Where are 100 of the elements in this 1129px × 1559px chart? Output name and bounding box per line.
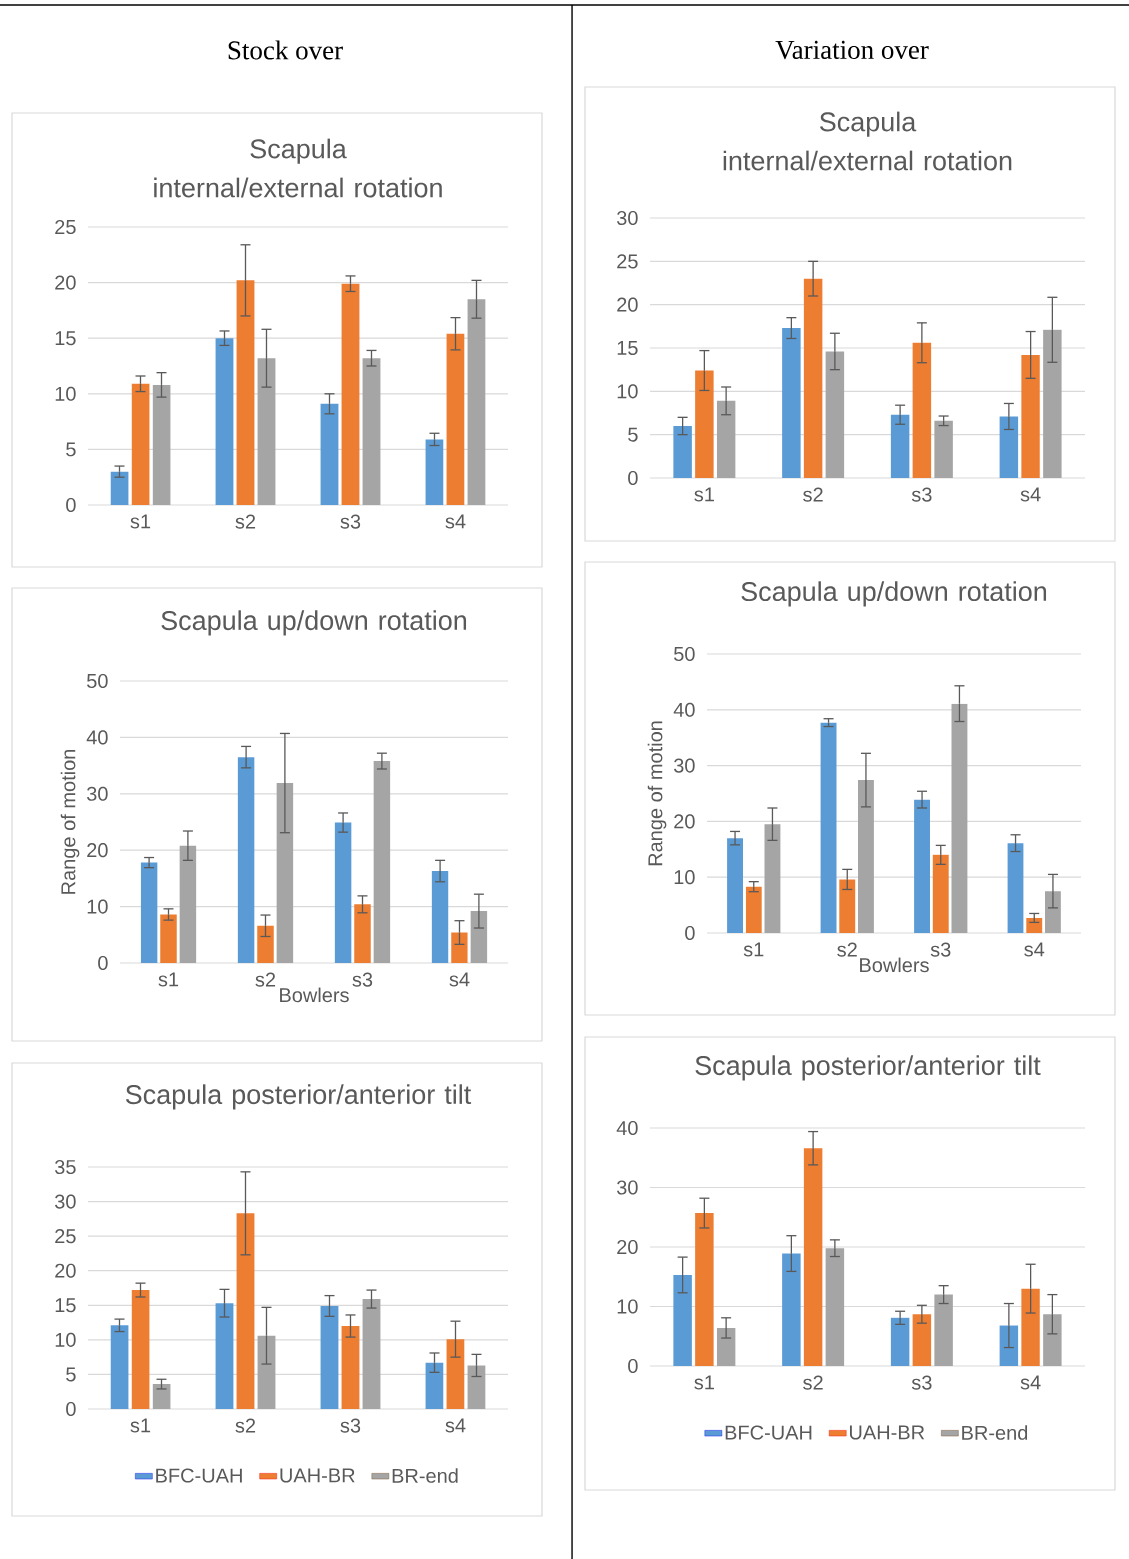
chart-title: Scapula up/down rotation [741, 581, 1047, 607]
y-tick-label: 20 [87, 843, 108, 858]
bar [1026, 917, 1043, 933]
bar [1021, 1288, 1040, 1366]
bar [745, 886, 762, 933]
bar [890, 414, 910, 478]
bar [1043, 329, 1062, 478]
y-tick-label: 40 [86, 730, 108, 745]
x-tick-label: s2 [803, 487, 823, 502]
bar [257, 1335, 276, 1409]
bar [1021, 354, 1040, 478]
y-tick-label: 0 [628, 1358, 638, 1374]
x-tick-label: s3 [340, 514, 361, 529]
bar [362, 358, 381, 505]
y-tick-label: 20 [674, 814, 695, 829]
bar [257, 358, 276, 505]
x-tick-label: s1 [694, 1375, 714, 1390]
bar [1007, 843, 1024, 933]
x-tick-label: s3 [930, 942, 951, 957]
bar [446, 1339, 465, 1409]
x-tick-label: s1 [130, 1418, 151, 1433]
y-tick-label: 30 [54, 1194, 76, 1209]
x-axis-title: Bowlers [280, 987, 349, 1003]
bar [236, 280, 255, 505]
y-tick-label: 30 [616, 1180, 638, 1195]
bar [110, 471, 129, 505]
x-tick-label: s4 [1020, 487, 1041, 502]
bar [934, 420, 953, 478]
x-tick-label: s1 [158, 972, 179, 987]
y-tick-label: 20 [617, 1239, 638, 1255]
x-tick-label: s2 [255, 972, 276, 987]
y-tick-label: 15 [617, 341, 638, 355]
chart-title: Scapula posterior/anterior tilt [695, 1055, 1041, 1081]
bar [716, 1327, 736, 1366]
bar [152, 384, 171, 505]
y-tick-label: 0 [628, 470, 638, 486]
y-tick-label: 0 [685, 925, 695, 941]
y-tick-label: 50 [87, 673, 108, 689]
bar [160, 914, 177, 963]
x-tick-label: s4 [445, 514, 466, 529]
y-tick-label: 25 [55, 219, 76, 235]
legend-label: BR-end [962, 1425, 1028, 1440]
bar [152, 1384, 171, 1409]
bar [858, 780, 874, 933]
y-tick-label: 10 [674, 870, 695, 885]
y-tick-label: 25 [55, 1229, 76, 1244]
text: Stock over [228, 40, 343, 60]
bar [803, 278, 823, 478]
bar [320, 1305, 339, 1409]
bar [276, 783, 294, 963]
bar [431, 871, 449, 963]
bar [131, 1290, 150, 1409]
bar [673, 1274, 692, 1366]
bar [320, 403, 339, 505]
x-tick-label: s1 [130, 514, 151, 529]
x-tick-label: s2 [837, 942, 857, 957]
bar [237, 757, 255, 963]
bar [257, 925, 274, 963]
x-tick-label: s3 [911, 1375, 932, 1390]
chart-title: Scapula internal/external rotation [723, 111, 1012, 171]
y-tick-label: 15 [55, 331, 76, 346]
bar [446, 333, 465, 505]
chart-title: Scapula internal/external rotation [154, 138, 442, 198]
y-tick-label: 20 [55, 275, 76, 290]
y-tick-label: 0 [98, 955, 108, 971]
legend-label: BR-end [392, 1468, 458, 1483]
bar [825, 1248, 845, 1366]
y-tick-label: 35 [54, 1159, 76, 1175]
legend-label: BFC-UAH [156, 1468, 242, 1483]
bar [140, 862, 158, 963]
x-tick-label: s1 [743, 942, 764, 957]
bar [673, 425, 692, 478]
bar [425, 439, 444, 505]
bar [764, 824, 781, 933]
bar [782, 328, 801, 478]
bar [362, 1299, 381, 1409]
y-axis-title: Range of motion [60, 749, 80, 894]
text: Variation over [775, 40, 929, 60]
bar [803, 1148, 823, 1366]
bar [110, 1325, 129, 1409]
y-tick-label: 40 [616, 1120, 638, 1136]
y-tick-label: 15 [55, 1298, 76, 1313]
bar [912, 1314, 932, 1366]
x-tick-label: s2 [235, 514, 256, 529]
bar [932, 854, 949, 933]
y-tick-label: 10 [617, 1299, 638, 1314]
bar [912, 342, 932, 478]
bar [951, 703, 968, 933]
y-tick-label: 30 [86, 786, 108, 801]
bar [373, 761, 391, 963]
y-tick-label: 5 [66, 1367, 76, 1382]
legend-label: UAH-BR [849, 1425, 925, 1440]
bar [131, 383, 150, 505]
y-tick-label: 0 [66, 1401, 76, 1417]
bar [354, 904, 371, 963]
x-tick-label: s1 [694, 487, 714, 502]
y-axis-title: Range of motion [647, 721, 667, 866]
bar [451, 932, 468, 963]
y-tick-label: 10 [55, 386, 76, 401]
bar [727, 838, 743, 933]
